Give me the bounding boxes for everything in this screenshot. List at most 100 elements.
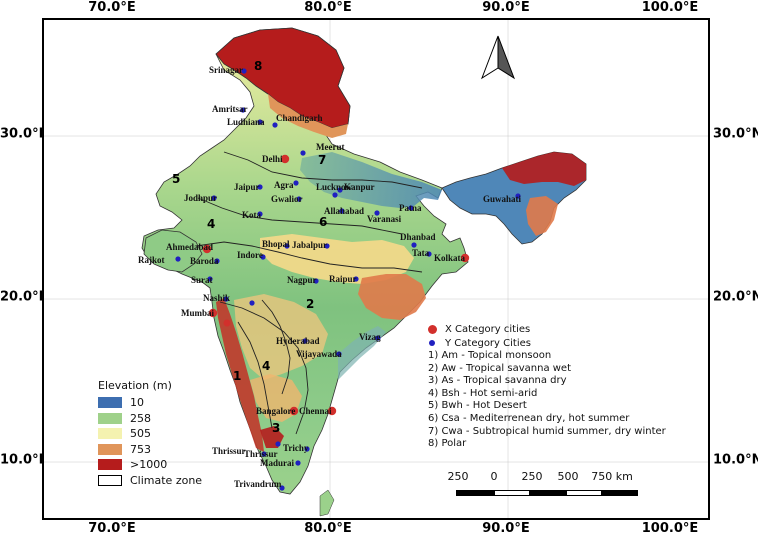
left-tick-10n: 10.0°N: [0, 452, 50, 468]
scale-label-750: 750 km: [591, 470, 633, 483]
label-varanasi: Varanasi: [367, 214, 402, 224]
x-category-label: X Category cities: [445, 323, 531, 335]
label-surat: Surat: [191, 275, 213, 285]
right-tick-20n: 20.0°N: [713, 289, 758, 305]
label-dhanbad: Dhanbad: [400, 232, 436, 242]
city-marker-vizag: [375, 335, 381, 341]
map-canvas: 8 7 5 4 6 2 1 4 3: [44, 20, 708, 518]
label-vizag: Vizag: [359, 332, 381, 342]
bottom-tick-80e: 80.0°E: [304, 521, 352, 536]
scale-segment-5: [602, 490, 638, 496]
y-category-markers: [175, 68, 521, 491]
zone-item-1: 1) Am - Topical monsoon: [428, 350, 552, 361]
elevation-swatch-1000: [98, 459, 122, 471]
city-marker-chandigarh: [272, 122, 278, 128]
label-ludhiana: Ludhiana: [227, 117, 265, 127]
scale-label-250: 250: [521, 470, 543, 483]
label-thrissur-outer: Thrissur: [212, 446, 246, 456]
city-marker-rajkot: [175, 256, 181, 262]
zone-number-5: 5: [172, 172, 180, 186]
y-category-legend-item: Y Category Cities: [428, 336, 658, 350]
elevation-legend: Elevation (m) 10 258 505 753 >1000 Clima…: [98, 379, 238, 488]
zone-number-2: 2: [306, 297, 314, 311]
city-marker-thrissur: [275, 441, 281, 447]
label-trichy: Trichy: [283, 443, 309, 453]
city-marker-vijayawada: [336, 351, 342, 357]
scale-segment-2: [494, 490, 530, 496]
zone-number-3: 3: [272, 421, 280, 435]
y-category-label: Y Category Cities: [445, 337, 531, 349]
elevation-label-753: 753: [130, 442, 151, 456]
himalaya-foothills: [268, 94, 348, 138]
label-srinagar: Srinagar: [209, 65, 244, 75]
elevation-legend-item: >1000: [98, 457, 238, 473]
city-marker-jaipur: [257, 184, 263, 190]
scale-label-0: 0: [490, 470, 498, 483]
elevation-legend-item: 10: [98, 395, 238, 411]
city-marker-gwalior: [296, 196, 302, 202]
city-marker-trivandrum: [279, 485, 285, 491]
top-tick-100e: 100.0°E: [641, 0, 699, 15]
city-marker-kota: [257, 211, 263, 217]
city-marker-delhi: [280, 154, 290, 164]
climate-zone-boundaries: [195, 151, 423, 435]
label-chandigarh: Chandigarh: [276, 113, 323, 123]
zone-number-4-north: 4: [207, 217, 215, 231]
label-raipur: Raipur: [329, 274, 357, 284]
city-marker-patna: [408, 205, 414, 211]
northeast-hills: [502, 152, 586, 186]
x-category-markers: [202, 154, 470, 416]
city-marker-agra: [293, 180, 299, 186]
right-tick-10n: 10.0°N: [713, 452, 758, 468]
map-frame: 8 7 5 4 6 2 1 4 3: [42, 18, 710, 520]
north-arrow-icon: [481, 35, 515, 80]
scale-label-250-left: 250: [447, 470, 469, 483]
elevation-label-258: 258: [130, 411, 151, 425]
label-thrissur-inner: Thrissur: [244, 449, 278, 459]
label-baroda: Baroda: [190, 256, 219, 266]
gujarat-peninsula: [143, 229, 203, 273]
label-kota: Kota: [242, 210, 261, 220]
label-agra: Agra: [274, 180, 294, 190]
elevation-legend-item: 505: [98, 426, 238, 442]
city-marker-pune-y: [249, 300, 255, 306]
scale-bar: 250 0 250 500 750 km: [430, 470, 670, 500]
eastern-ghats-north: [358, 274, 426, 320]
label-madurai: Madurai: [260, 458, 295, 468]
city-marker-ahmedabad: [202, 244, 212, 254]
label-jabalpur: Jabalpur: [292, 240, 328, 250]
city-marker-guwahati: [515, 193, 521, 199]
label-nagpur: Nagpur: [287, 275, 317, 285]
top-tick-80e: 80.0°E: [304, 0, 352, 15]
elevation-legend-item: 258: [98, 411, 238, 427]
zone-number-4-south: 4: [262, 359, 270, 373]
zone-item-7: 7) Cwa - Subtropical humid summer, dry w…: [428, 425, 666, 437]
scale-segment-4: [566, 490, 602, 496]
elevation-label-1000: >1000: [130, 458, 168, 472]
zone-item-5: 5) Bwh - Hot Desert: [428, 400, 527, 412]
x-category-legend-item: X Category cities: [428, 322, 658, 336]
city-marker-pune: [223, 319, 231, 327]
zone-item-4: 4) Bsh - Hot semi-arid: [428, 387, 538, 399]
label-hyderabad: Hyderabad: [276, 336, 320, 346]
left-tick-30n: 30.0°N: [0, 126, 50, 142]
label-patna: Patna: [399, 203, 422, 213]
climate-zone-label: Climate zone: [130, 473, 203, 487]
elevation-legend-title: Elevation (m): [98, 379, 172, 392]
label-amritsar: Amritsar: [212, 104, 248, 114]
city-marker-meerut: [300, 150, 306, 156]
elevation-label-10: 10: [130, 396, 144, 410]
top-tick-90e: 90.0°E: [482, 0, 530, 15]
climate-zone-legend-item: Climate zone: [98, 473, 238, 489]
city-marker-baroda: [214, 258, 220, 264]
city-marker-raipur: [353, 276, 359, 282]
city-marker-trichy: [304, 446, 310, 452]
label-allahabad: Allahabad: [324, 206, 365, 216]
label-bhopal: Bhopal: [262, 239, 290, 249]
western-ghats: [216, 298, 264, 452]
city-marker-lucknow: [337, 187, 343, 193]
elevation-swatch-505: [98, 428, 122, 440]
city-marker-allahabad: [339, 208, 345, 214]
elevation-swatch-753: [98, 443, 122, 455]
label-jodhpur: Jodhpur: [184, 193, 218, 203]
